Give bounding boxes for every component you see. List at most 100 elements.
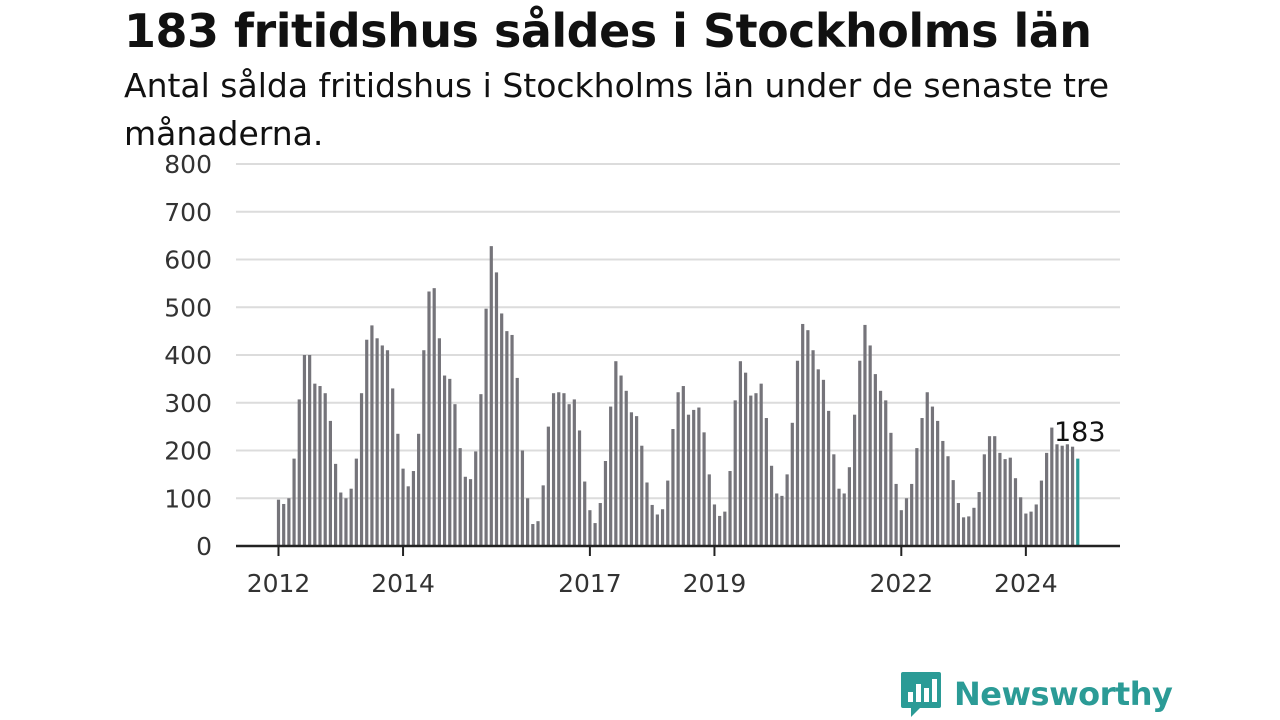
bar [697, 407, 701, 546]
bar [1003, 459, 1007, 546]
bar [1034, 504, 1038, 546]
bar [655, 514, 659, 546]
bars [276, 246, 1080, 546]
bar [572, 399, 576, 546]
bar [728, 471, 732, 546]
bar [333, 463, 338, 546]
bar [526, 498, 530, 546]
bar [588, 510, 592, 546]
bar [852, 414, 857, 546]
bar [666, 480, 670, 546]
bar [946, 456, 950, 546]
bar [583, 481, 587, 546]
y-tick-label: 300 [164, 389, 212, 418]
bar-highlight [1076, 458, 1080, 546]
bar [1008, 457, 1012, 546]
bar [287, 498, 291, 546]
bar [811, 350, 815, 546]
bar [847, 467, 851, 546]
x-tick-label: 2024 [994, 569, 1058, 598]
bar [417, 433, 421, 546]
bar [385, 350, 390, 546]
page-title: 183 fritidshus såldes i Stockholms län [124, 4, 1092, 58]
bar [987, 436, 992, 546]
bar [328, 420, 332, 546]
bar [500, 313, 504, 546]
x-tick-label: 2017 [558, 569, 622, 598]
bar [790, 422, 794, 546]
bar [749, 395, 753, 546]
bar [961, 517, 966, 546]
bar [754, 393, 758, 546]
bar [401, 468, 405, 546]
bar [1024, 513, 1028, 546]
bar [759, 383, 763, 546]
bar [707, 474, 711, 546]
bar [925, 392, 929, 546]
bar [899, 510, 903, 546]
bar [344, 498, 348, 546]
bar [282, 503, 286, 546]
bar [551, 393, 556, 546]
bar [744, 372, 748, 546]
bar [624, 390, 628, 546]
bar [868, 345, 872, 546]
bar [411, 471, 416, 546]
bar [837, 488, 841, 546]
bar [733, 400, 737, 546]
bar [982, 454, 986, 546]
bar [302, 355, 307, 546]
bar [359, 393, 364, 546]
annotations: 183 [1054, 417, 1106, 448]
bar [609, 406, 613, 546]
bar [956, 503, 960, 546]
bar [541, 485, 545, 546]
bar [458, 448, 462, 546]
bar [614, 361, 618, 546]
bar [977, 492, 981, 546]
bar [276, 499, 281, 546]
bar [821, 379, 826, 546]
bar [718, 515, 722, 546]
bar [858, 360, 862, 546]
bar [484, 308, 488, 546]
y-axis-tick-labels: 0 100 200 300 400 500 600 700 800 [164, 150, 212, 561]
bar [904, 498, 909, 546]
bar [863, 324, 867, 546]
bar [619, 375, 623, 546]
bar [801, 323, 805, 546]
bar [884, 400, 888, 546]
bar [1029, 511, 1033, 546]
bar [562, 393, 566, 546]
latest-value-label: 183 [1054, 417, 1106, 448]
bar [941, 440, 945, 546]
page-subtitle: Antal sålda fritidshus i Stockholms län … [124, 66, 1110, 153]
bar [712, 504, 717, 546]
bar [396, 433, 400, 546]
bar [598, 503, 602, 546]
bar [894, 483, 898, 546]
bar [967, 516, 971, 546]
bar [645, 482, 649, 546]
bar [1045, 452, 1049, 546]
x-tick-label: 2022 [869, 569, 933, 598]
bar [468, 479, 473, 546]
bar [339, 492, 343, 546]
bar [738, 361, 743, 546]
newsworthy-logo-text: Newsworthy [954, 675, 1173, 713]
bar [951, 480, 955, 546]
bar [681, 386, 685, 546]
bar [510, 334, 514, 546]
bar [474, 451, 478, 546]
bar [577, 430, 582, 546]
bar [593, 523, 597, 546]
y-tick-label: 700 [164, 198, 212, 227]
bar [842, 493, 846, 546]
bar [546, 426, 550, 546]
bar [780, 495, 784, 546]
bar [567, 404, 571, 546]
bar [816, 369, 820, 546]
bar [676, 392, 680, 546]
y-tick-label: 0 [196, 532, 212, 561]
